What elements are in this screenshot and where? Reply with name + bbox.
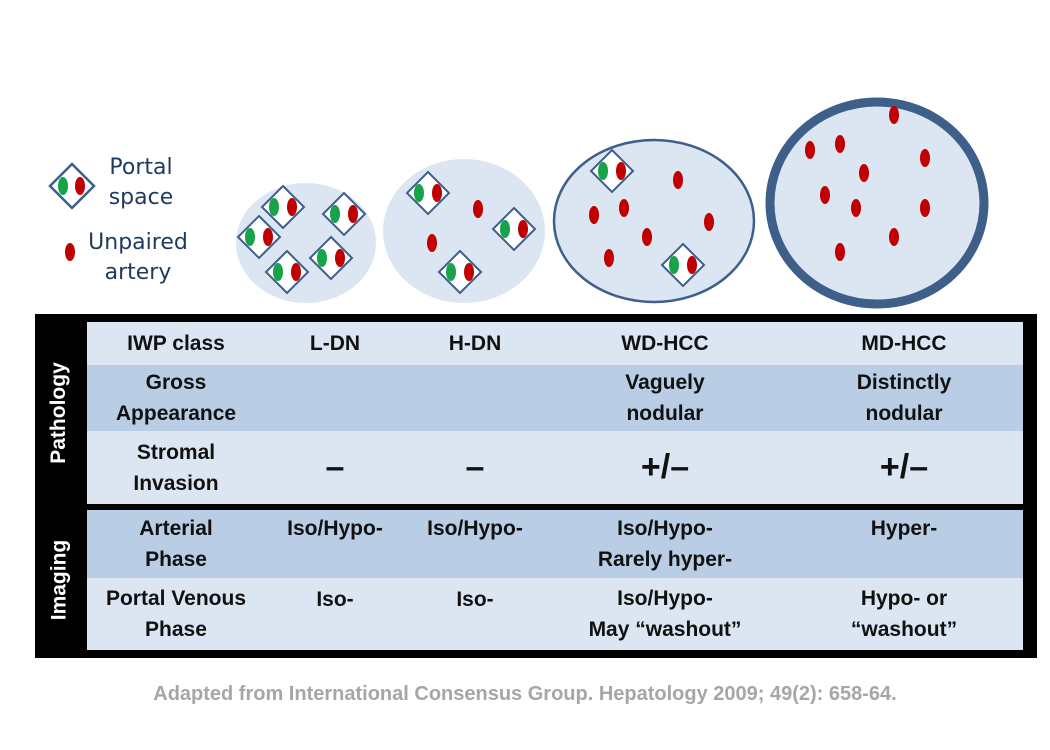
table-cell (265, 365, 405, 431)
classification-table: Pathology Imaging IWP class L-DN H-DN WD… (35, 314, 1037, 658)
table-row-gross: Gross Appearance Vaguely nodular Distinc… (87, 365, 1023, 431)
nodule-md-hcc (765, 97, 989, 309)
table-cell: Iso- (456, 588, 494, 611)
nodule-diagram (48, 97, 989, 309)
table-cell: Vaguely nodular (625, 371, 705, 425)
table-row-stromal: Stromal Invasion – – +/– +/– (87, 431, 1023, 504)
table-cell: Hyper- (870, 517, 938, 540)
table-cell: Hypo- or “washout” (850, 587, 958, 641)
table-cell: Iso- (316, 588, 354, 611)
nodule-l-dn (236, 183, 376, 303)
table-cell: +/– (640, 448, 690, 486)
table-cell: Distinctly nodular (856, 371, 952, 425)
table-cell: – (465, 448, 485, 486)
table-cell: Portal Venous Phase (105, 587, 247, 641)
nodule-wd-hcc (552, 138, 756, 304)
table-cell: Stromal Invasion (133, 440, 219, 495)
table-cell: – (325, 448, 345, 486)
table-cell: Iso/Hypo- Rarely hyper- (597, 517, 733, 571)
table-cell: WD-HCC (621, 332, 709, 355)
legend-artery-label: Unpaired artery (88, 230, 188, 285)
nodule-h-dn (383, 159, 545, 303)
table-cell: Iso/Hypo- (427, 517, 523, 540)
table-cell: Arterial Phase (139, 517, 213, 571)
table-cell: L-DN (309, 332, 361, 355)
table-cell: +/– (879, 448, 929, 486)
table-cell: Gross Appearance (115, 371, 237, 425)
table-row-arterial: Arterial Phase Iso/Hypo- Iso/Hypo- Iso/H… (87, 510, 1023, 578)
table-cell: Iso/Hypo- May “washout” (588, 587, 742, 641)
table-cell: IWP class (127, 332, 225, 355)
legend-artery-icon (65, 243, 75, 261)
legend-portal-space-icon (48, 162, 96, 210)
section-pathology-label: Pathology (47, 362, 71, 464)
citation: Adapted from International Consensus Gro… (153, 683, 897, 705)
table-cell (405, 365, 545, 431)
table-cell: MD-HCC (861, 332, 947, 355)
table-row-header: IWP class L-DN H-DN WD-HCC MD-HCC (87, 322, 1023, 365)
section-imaging-label: Imaging (47, 539, 71, 621)
table-row-portal-venous: Portal Venous Phase Iso- Iso- Iso/Hypo- … (87, 578, 1023, 650)
table-cell: H-DN (448, 332, 502, 355)
table-cell: Iso/Hypo- (287, 517, 383, 540)
legend-portal-label: Portal space (108, 155, 174, 210)
